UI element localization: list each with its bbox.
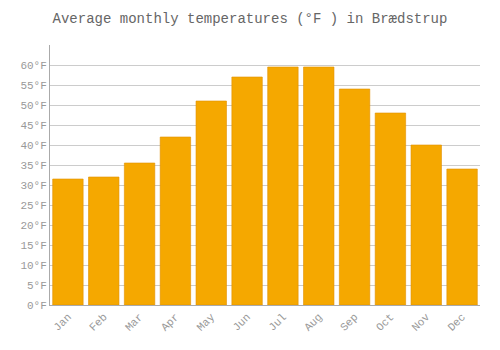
svg-text:0°F: 0°F (27, 300, 47, 312)
svg-text:10°F: 10°F (20, 260, 46, 272)
svg-text:Jan: Jan (51, 311, 73, 333)
svg-text:40°F: 40°F (20, 140, 46, 152)
svg-text:Average monthly temperatures (: Average monthly temperatures (°F ) in Br… (53, 11, 448, 27)
svg-text:60°F: 60°F (20, 60, 46, 72)
svg-text:55°F: 55°F (20, 80, 46, 92)
svg-text:Oct: Oct (374, 311, 396, 333)
svg-text:25°F: 25°F (20, 200, 46, 212)
svg-text:Sep: Sep (338, 311, 360, 333)
svg-text:Jul: Jul (266, 311, 288, 333)
svg-text:Mar: Mar (123, 311, 145, 333)
svg-text:35°F: 35°F (20, 160, 46, 172)
svg-text:Jun: Jun (231, 311, 253, 333)
svg-text:Dec: Dec (446, 311, 468, 333)
svg-text:May: May (195, 311, 218, 334)
svg-text:Feb: Feb (87, 311, 109, 333)
svg-text:30°F: 30°F (20, 180, 46, 192)
svg-text:20°F: 20°F (20, 220, 46, 232)
svg-text:Apr: Apr (159, 311, 181, 333)
svg-text:50°F: 50°F (20, 100, 46, 112)
svg-text:Nov: Nov (410, 311, 433, 334)
svg-text:45°F: 45°F (20, 120, 46, 132)
svg-text:5°F: 5°F (27, 280, 47, 292)
svg-text:Aug: Aug (302, 311, 324, 333)
svg-text:15°F: 15°F (20, 240, 46, 252)
